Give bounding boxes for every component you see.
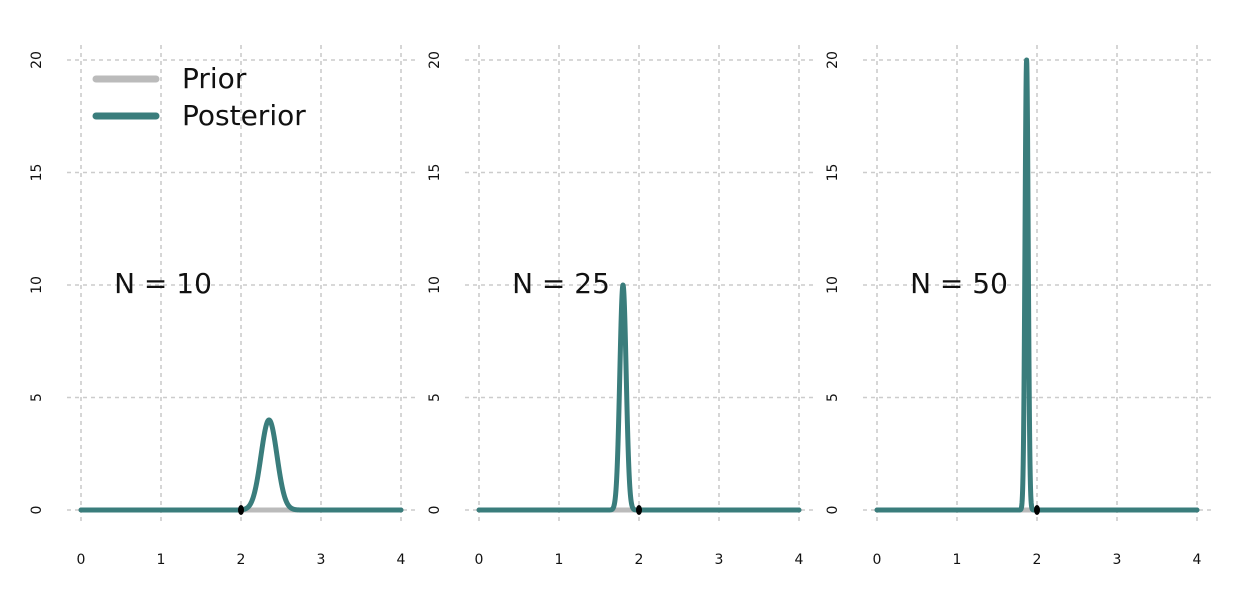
grid [863,45,1211,525]
x-tick-label: 2 [1033,552,1042,568]
x-tick-label: 3 [715,552,724,568]
x-tick-label: 2 [635,552,644,568]
x-tick-label: 0 [873,552,882,568]
y-tick-label: 0 [825,506,841,515]
panel-3: 0 1 2 3 4 0 5 10 15 20 N = 50 [825,45,1211,568]
y-tick-label: 0 [427,506,443,515]
x-tick-label: 0 [475,552,484,568]
x-tick-label: 1 [555,552,564,568]
x-tick-label: 4 [397,552,406,568]
x-tick-label: 4 [795,552,804,568]
legend-label: Prior [182,62,247,95]
y-tick-label: 5 [29,393,45,402]
y-tick-label: 20 [427,51,443,69]
y-tick-label: 20 [825,51,841,69]
x-tick-label: 4 [1193,552,1202,568]
y-tick-label: 5 [427,393,443,402]
x-tick-label: 1 [157,552,166,568]
y-tick-label: 15 [29,164,45,182]
x-tick-label: 1 [953,552,962,568]
panel-2: 0 1 2 3 4 0 5 10 15 20 N = 25 [427,45,813,568]
true-value-point [636,505,642,515]
x-tick-label: 2 [237,552,246,568]
y-tick-label: 0 [29,506,45,515]
true-value-point [1034,505,1040,515]
legend: Prior Posterior [92,62,306,132]
panel-annotation: N = 25 [512,267,610,300]
legend-label: Posterior [182,99,306,132]
y-tick-label: 15 [825,164,841,182]
y-tick-label: 5 [825,393,841,402]
true-value-point [238,505,244,515]
x-tick-label: 3 [1113,552,1122,568]
y-tick-label: 10 [825,276,841,294]
y-tick-label: 10 [29,276,45,294]
x-tick-label: 0 [77,552,86,568]
y-tick-label: 10 [427,276,443,294]
panel-annotation: N = 50 [910,267,1008,300]
y-tick-label: 15 [427,164,443,182]
panel-1: 0 1 2 3 4 0 5 10 15 20 N = 10 Prior Posterior [29,45,415,568]
y-tick-label: 20 [29,51,45,69]
panel-annotation: N = 10 [114,267,212,300]
x-tick-label: 3 [317,552,326,568]
